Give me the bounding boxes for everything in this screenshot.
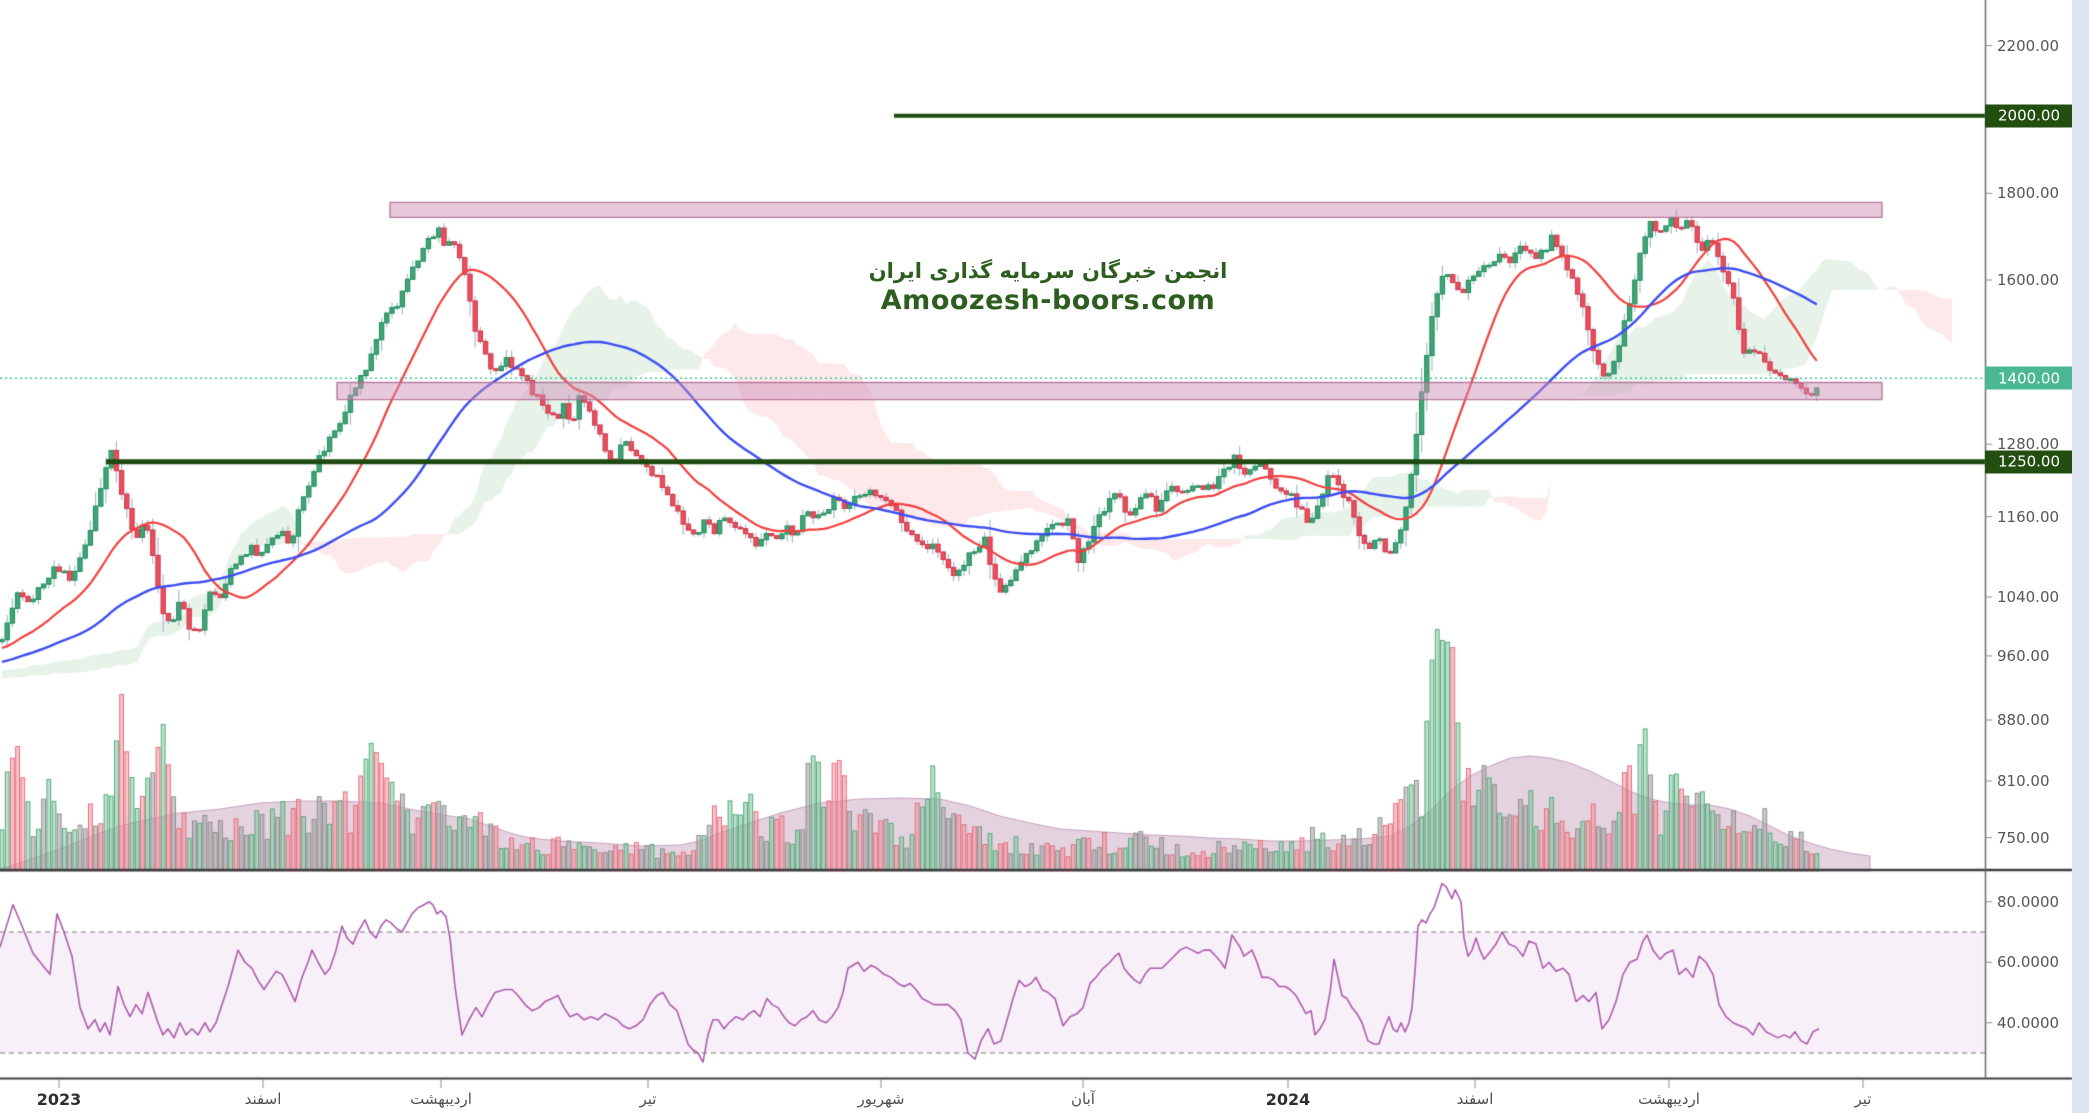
price-level-badge: 2000.00 [1985,104,2073,128]
time-axis-label: آبان [1071,1090,1095,1108]
rsi-axis-label: 60.0000 [1997,953,2060,972]
time-axis-label: 2024 [1265,1090,1311,1109]
price-axis-label: 2200.00 [1997,36,2060,55]
price-level-badge: 1250.00 [1985,450,2073,474]
time-axis-label: تیر [639,1090,657,1108]
time-axis-label: اردیبهشت [410,1090,472,1108]
price-axis-label: 1600.00 [1997,270,2060,289]
rsi-axis-label: 80.0000 [1997,892,2060,911]
price-axis-label: 1280.00 [1997,435,2060,454]
time-axis[interactable]: 2023 اسفند اردیبهشت تیر شهریور آبان 2024 اسفند ا… [0,1079,1985,1113]
rsi-axis-label: 40.0000 [1997,1013,2060,1032]
right-edge-strip [2072,0,2089,1113]
price-axis-label: 1800.00 [1997,184,2060,203]
time-axis-label: اسفند [1456,1090,1494,1108]
price-axis-label: 810.00 [1997,771,2050,790]
price-axis-label: 960.00 [1997,646,2050,665]
price-axis-label: 1160.00 [1997,507,2060,526]
price-axis-label: 1040.00 [1997,588,2060,607]
time-axis-label: اسفند [244,1090,282,1108]
time-axis-label: 2023 [36,1090,82,1109]
price-level-badge: 1400.00 [1985,366,2073,390]
time-axis-label: شهریور [857,1090,905,1108]
time-axis-label: اردیبهشت [1638,1090,1700,1108]
price-axis[interactable]: 2200.00 1800.00 1600.00 1280.00 1160.00 1040.… [1985,0,2073,1078]
price-axis-label: 880.00 [1997,710,2050,729]
time-axis-label: تیر [1854,1090,1872,1108]
price-axis-label: 750.00 [1997,828,2050,847]
